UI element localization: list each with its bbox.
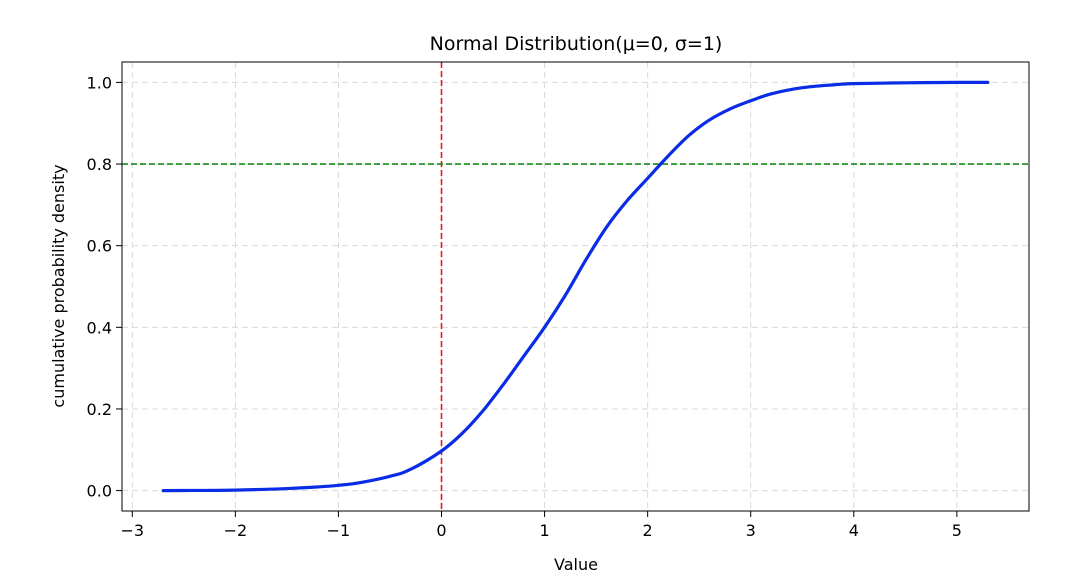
x-tick-label: −2 [224,521,248,540]
cdf-series-line [161,80,990,493]
x-tick-label: 3 [746,521,756,540]
reference-lines [122,62,1029,511]
x-tick-label: 1 [539,521,549,540]
chart-title: Normal Distribution(μ=0, σ=1) [430,33,723,55]
x-tick-label: −1 [327,521,351,540]
x-tick-label: −3 [121,521,145,540]
grid [122,62,1029,511]
y-tick-label: 0.4 [87,318,112,337]
x-tick-label: 4 [849,521,859,540]
x-tick-label: 0 [436,521,446,540]
x-tick-label: 5 [952,521,962,540]
y-tick-label: 0.2 [87,400,112,419]
series-lines [161,80,990,493]
y-tick-label: 1.0 [87,73,112,92]
x-axis: −3 −2 −1 0 1 2 3 4 5 [121,511,962,540]
y-tick-label: 0.8 [87,155,112,174]
y-axis: 0.0 0.2 0.4 0.6 0.8 1.0 [87,73,122,501]
y-tick-label: 0.6 [87,237,112,256]
plot-frame [121,61,1030,512]
y-axis-title: cumulative probability density [49,164,68,407]
x-axis-title: Value [554,555,598,574]
y-tick-label: 0.0 [87,482,112,501]
x-tick-label: 2 [643,521,653,540]
